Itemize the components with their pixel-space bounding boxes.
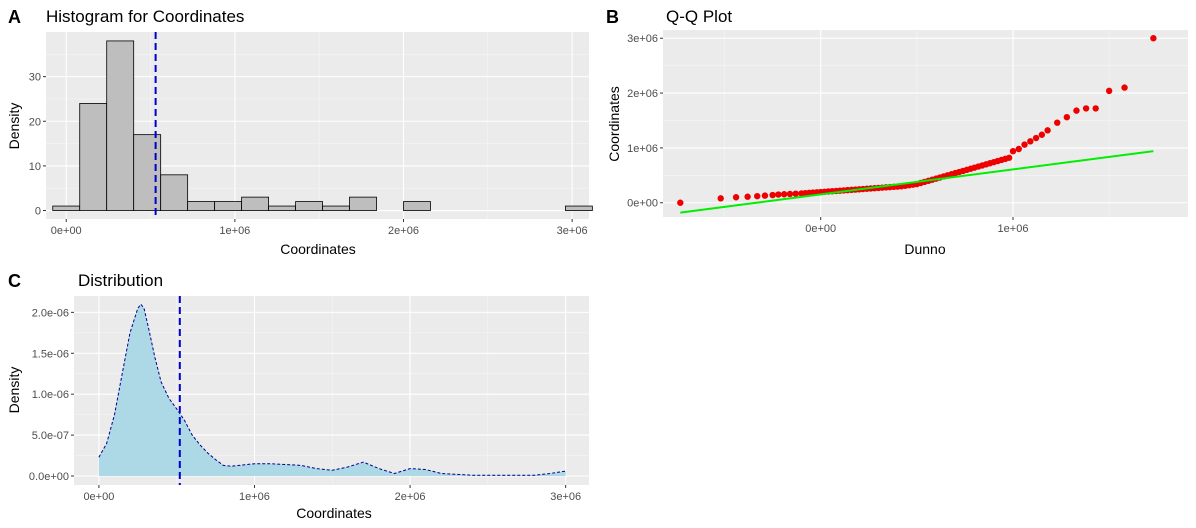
qq-point bbox=[1082, 105, 1090, 112]
histogram-bar bbox=[106, 40, 135, 211]
c-x-tick-label: 2e+06 bbox=[395, 491, 426, 503]
a-y-tick-label: 0 bbox=[35, 206, 41, 218]
histogram-bar bbox=[268, 205, 296, 211]
panel-letter-a: A bbox=[8, 7, 21, 27]
panel-a-grid bbox=[46, 32, 589, 219]
panel-a: A Histogram for Coordinates 0e+00 1e+06 2e… bbox=[6, 7, 593, 257]
panel-letter-c: C bbox=[8, 271, 21, 291]
qq-point bbox=[1032, 134, 1040, 142]
qq-point bbox=[677, 199, 684, 206]
panel-b-marks bbox=[677, 35, 1157, 214]
a-x-tick-label: 3e+06 bbox=[557, 225, 588, 237]
histogram-bar bbox=[52, 205, 81, 211]
qq-point bbox=[1063, 113, 1071, 121]
qq-point bbox=[754, 192, 761, 200]
c-x-tick-label: 3e+06 bbox=[550, 491, 581, 503]
c-x-tick-label: 0e+00 bbox=[83, 491, 114, 503]
qq-point bbox=[1021, 141, 1028, 148]
qq-reference-line bbox=[680, 150, 1154, 214]
histogram-bar bbox=[295, 201, 323, 211]
qq-point bbox=[717, 195, 724, 202]
b-y-tick-label: 1e+06 bbox=[627, 143, 658, 155]
qq-point bbox=[1121, 84, 1128, 91]
qq-point bbox=[1092, 105, 1099, 112]
a-y-tick-label: 30 bbox=[29, 72, 41, 84]
qq-point bbox=[732, 194, 740, 201]
histogram-bar bbox=[403, 201, 431, 211]
a-x-tick-label: 0e+00 bbox=[51, 225, 82, 237]
histogram-bar bbox=[564, 205, 593, 211]
c-x-tick-label: 1e+06 bbox=[239, 491, 270, 503]
histogram-bar bbox=[160, 174, 189, 211]
panel-b-x-axis-title: Dunno bbox=[904, 241, 945, 257]
qq-point bbox=[1005, 154, 1013, 161]
histogram-bar bbox=[241, 196, 269, 211]
panel-c: C Distribution 0e+00 1e+06 2e+06 3e+06 0.0e+… bbox=[6, 271, 589, 521]
panel-a-x-axis-title: Coordinates bbox=[280, 241, 356, 257]
qq-point bbox=[1073, 107, 1080, 114]
qq-point bbox=[1015, 145, 1022, 153]
c-y-tick-label: 0.0e+00 bbox=[29, 471, 69, 483]
c-y-tick-label: 5.0e-07 bbox=[32, 430, 69, 442]
qq-point bbox=[780, 191, 788, 198]
panel-c-x-axis-title: Coordinates bbox=[296, 505, 372, 521]
panel-b-y-axis-title: Coordinates bbox=[606, 86, 622, 162]
qq-point bbox=[786, 190, 794, 198]
panel-letter-b: B bbox=[606, 7, 619, 27]
a-y-tick-label: 20 bbox=[29, 116, 41, 128]
panel-b-ticks: 0e+00 1e+06 0e+00 1e+06 2e+06 3e+06 bbox=[627, 33, 1028, 235]
qq-point bbox=[1105, 87, 1113, 95]
b-y-tick-label: 0e+00 bbox=[627, 198, 658, 210]
panel-a-ticks: 0e+00 1e+06 2e+06 3e+06 0 10 20 30 bbox=[29, 72, 588, 237]
b-y-tick-label: 2e+06 bbox=[627, 88, 658, 100]
panel-b-grid bbox=[663, 30, 1188, 217]
qq-point bbox=[1027, 138, 1034, 145]
qq-point bbox=[1038, 131, 1046, 138]
panel-b: B Q-Q Plot 0e+00 1e+06 0e+00 1e+06 2e+06 3e+0… bbox=[606, 7, 1188, 257]
panel-b-title: Q-Q Plot bbox=[666, 7, 732, 26]
qq-point bbox=[1150, 35, 1157, 42]
qq-point bbox=[744, 193, 751, 200]
panel-a-title: Histogram for Coordinates bbox=[46, 7, 244, 26]
b-y-tick-label: 3e+06 bbox=[627, 33, 658, 45]
a-x-tick-label: 1e+06 bbox=[219, 225, 250, 237]
b-x-tick-label: 1e+06 bbox=[998, 223, 1029, 235]
qq-point bbox=[1009, 147, 1017, 155]
density-area bbox=[98, 304, 566, 476]
qq-point bbox=[775, 191, 782, 198]
qq-point bbox=[761, 192, 769, 199]
qq-point bbox=[769, 191, 776, 199]
histogram-bar bbox=[349, 196, 377, 211]
histogram-bar bbox=[79, 103, 108, 211]
a-y-tick-label: 10 bbox=[29, 161, 41, 173]
c-y-tick-label: 1.5e-06 bbox=[32, 348, 69, 360]
histogram-bar bbox=[187, 201, 216, 211]
c-y-tick-label: 2.0e-06 bbox=[32, 307, 69, 319]
qq-point bbox=[792, 190, 799, 197]
panel-b-plot-area bbox=[663, 30, 1188, 217]
b-x-tick-label: 0e+00 bbox=[805, 223, 836, 235]
qq-point bbox=[1044, 127, 1051, 134]
panel-c-marks bbox=[98, 296, 566, 485]
panel-a-y-axis-title: Density bbox=[6, 103, 22, 150]
panel-c-y-axis-title: Density bbox=[6, 367, 22, 414]
qq-point bbox=[1054, 119, 1061, 126]
histogram-bar bbox=[214, 201, 243, 211]
histogram-bar bbox=[133, 134, 162, 211]
a-x-tick-label: 2e+06 bbox=[388, 225, 419, 237]
c-y-tick-label: 1.0e-06 bbox=[32, 389, 69, 401]
panel-c-ticks: 0e+00 1e+06 2e+06 3e+06 0.0e+00 5.0e-07 1.0e-0… bbox=[29, 307, 581, 503]
histogram-bar bbox=[322, 205, 350, 211]
density-curve bbox=[98, 303, 566, 476]
panel-c-title: Distribution bbox=[78, 271, 163, 290]
